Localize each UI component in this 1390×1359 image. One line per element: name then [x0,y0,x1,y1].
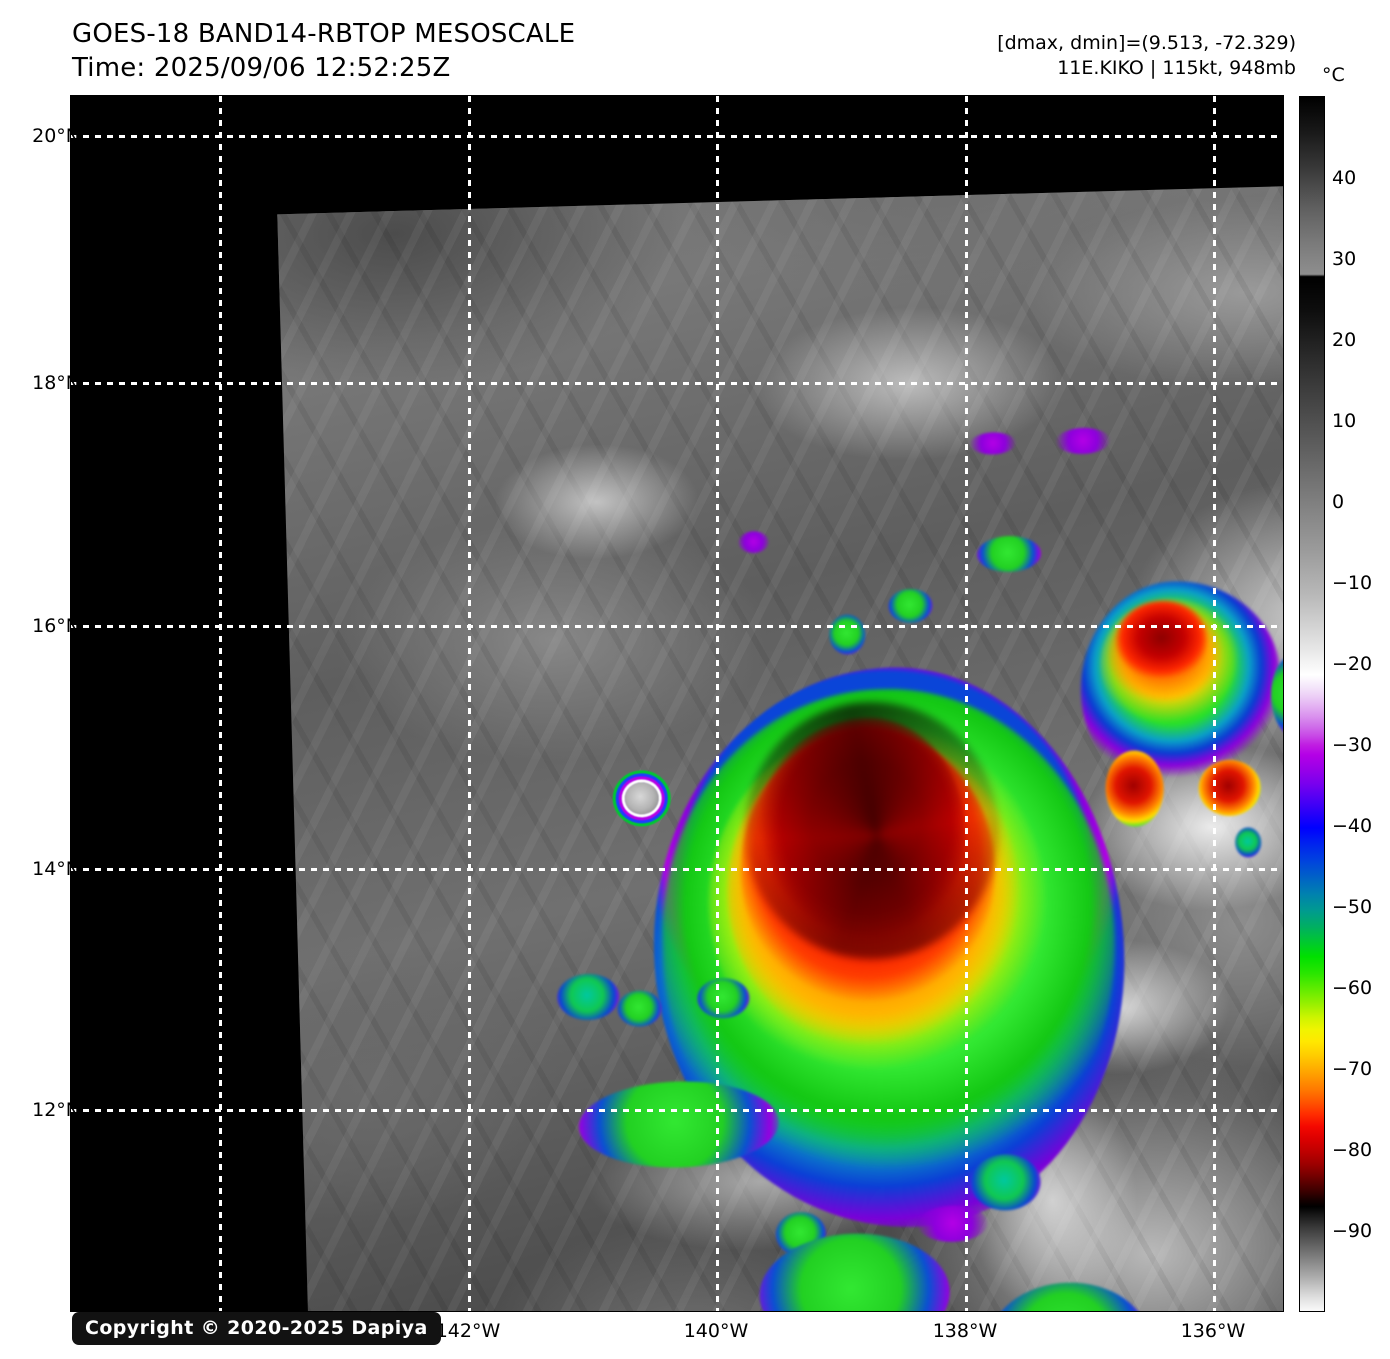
satellite-sector [277,186,1283,1311]
gridline-lon-140W [716,96,719,1311]
timestamp-label: Time: 2025/09/06 12:52:25Z [72,52,451,83]
lat-tick-12N: 12°N [32,1099,80,1121]
colorbar-tick-20: 20 [1332,329,1357,351]
copyright-badge: Copyright © 2020-2025 Dapiya [72,1312,441,1345]
metadata-block: [dmax, dmin]=(9.513, -72.329) 11E.KIKO |… [997,31,1296,80]
lat-tick-16N: 16°N [32,615,80,637]
colorbar-tick-0: 0 [1332,491,1345,513]
colorbar-tick--40: −40 [1332,815,1373,837]
title-block: GOES-18 BAND14-RBTOP MESOSCALE Time: 202… [72,18,575,86]
gridline-lon-136W [1213,96,1216,1311]
gridline-lat-20N [71,135,1283,138]
satellite-image-plot[interactable] [70,95,1284,1312]
lon-tick-140W: 140°W [683,1320,749,1342]
colorbar-tick--20: −20 [1332,653,1373,675]
gridline-lat-14N [71,868,1283,871]
gridline-lat-16N [71,625,1283,628]
colorbar-tick--80: −80 [1332,1139,1373,1161]
gridline-lon-138W [965,96,968,1311]
lat-tick-18N: 18°N [32,372,80,394]
colorbar-tick--30: −30 [1332,734,1373,756]
lat-tick-14N: 14°N [32,858,80,880]
colorbar-tick-10: 10 [1332,410,1357,432]
gridline-lon-144W [219,96,222,1311]
dmax-dmin-label: [dmax, dmin]=(9.513, -72.329) [997,32,1296,54]
colorbar-tick--90: −90 [1332,1220,1373,1242]
plot-inner [71,96,1283,1311]
gridline-lon-142W [468,96,471,1311]
colorbar[interactable] [1299,96,1325,1312]
lat-tick-20N: 20°N [32,125,80,147]
colorbar-tick-30: 30 [1332,248,1357,270]
page-title: GOES-18 BAND14-RBTOP MESOSCALE [72,19,576,49]
northeast-convective-burst [1077,578,1283,795]
gridline-lat-12N [71,1109,1283,1112]
lon-tick-138W: 138°W [932,1320,998,1342]
lon-tick-136W: 136°W [1180,1320,1246,1342]
lon-tick-142W: 142°W [435,1320,501,1342]
storm-info-label: 11E.KIKO | 115kt, 948mb [1057,56,1296,79]
colorbar-tick--50: −50 [1332,896,1373,918]
colorbar-unit-label: °C [1322,64,1345,86]
colorbar-tick-40: 40 [1332,167,1357,189]
colorbar-tick--10: −10 [1332,572,1373,594]
gridline-lat-18N [71,382,1283,385]
colorbar-tick--70: −70 [1332,1058,1373,1080]
colorbar-tick--60: −60 [1332,977,1373,999]
